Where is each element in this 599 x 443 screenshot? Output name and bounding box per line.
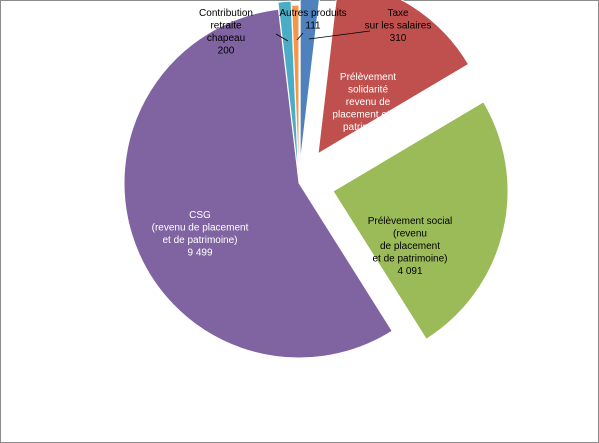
slice-label-line: placement et de (332, 110, 404, 121)
leader-line-5 (296, 32, 304, 41)
pie-slice-1 (317, 0, 470, 155)
slice-label-5: Autres produits 111 (279, 8, 346, 32)
slice-value-label: 310 (390, 33, 407, 44)
pie-slice-0 (299, 0, 320, 164)
slice-label-line: solidarité (348, 85, 388, 96)
leader-line-4 (275, 33, 289, 42)
slice-label-line: Autres produits (279, 8, 346, 19)
slice-label-4: Contribution retraite chapeau 200 (199, 8, 253, 57)
slice-label-1: Prélèvement solidarité revenu de placement … (332, 72, 404, 146)
slice-label-line: Taxe (387, 8, 409, 19)
slice-value-label: 4 091 (397, 266, 422, 277)
slice-label-line: et de patrimoine) (162, 235, 237, 246)
slice-value-label: 200 (218, 46, 235, 57)
slice-label-line: Prélèvement social (368, 216, 452, 227)
slice-value-label: 111 (305, 21, 321, 32)
slice-value-label: 2 431 (355, 135, 380, 146)
slice-label-0: Taxe sur les salaires 310 (365, 8, 432, 44)
slice-label-line: Contribution (199, 8, 253, 19)
slice-label-3: CSG (revenu de placement et de patrimoine)… (152, 210, 249, 259)
slice-label-line: et de patrimoine) (372, 254, 447, 265)
slice-label-line: sur les salaires (365, 21, 432, 32)
slice-label-line: de placement (380, 241, 440, 252)
leader-line-0 (308, 30, 371, 40)
pie-slice-2 (332, 101, 509, 340)
slice-label-line: Prélèvement (340, 72, 396, 83)
slice-label-2: Prélèvement social (revenu de placement et … (368, 216, 452, 277)
slice-label-line: retraite (210, 21, 242, 32)
slice-label-line: CSG (189, 210, 211, 221)
slice-label-line: chapeau (207, 33, 245, 44)
slice-label-line: patrimoine) (343, 122, 393, 133)
pie-slice-3 (123, 8, 393, 359)
slice-value-label: 9 499 (187, 248, 212, 259)
slice-label-line: (revenu de placement (152, 223, 249, 234)
slice-label-line: (revenu (393, 229, 427, 240)
pie-slice-4 (277, 0, 299, 177)
pie-slice-5 (291, 4, 300, 181)
slice-label-line: revenu de (346, 97, 391, 108)
